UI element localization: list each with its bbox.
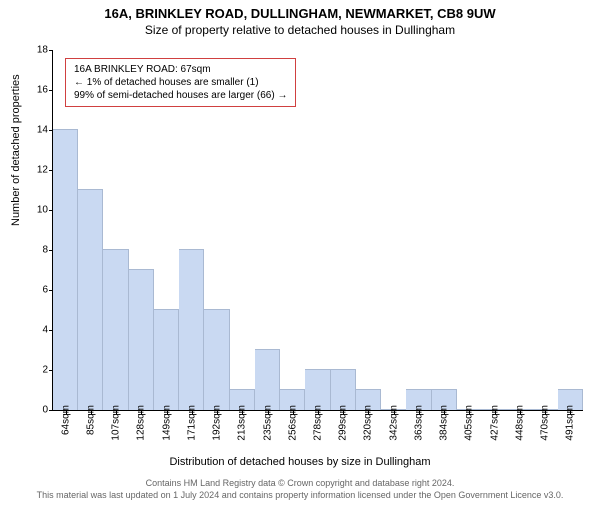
xtick-label: 149sqm <box>161 405 172 441</box>
chart-title: 16A, BRINKLEY ROAD, DULLINGHAM, NEWMARKE… <box>0 6 600 21</box>
xtick-label: 171sqm <box>186 405 197 441</box>
xtick-label: 107sqm <box>111 405 122 441</box>
ytick-label: 14 <box>23 125 48 136</box>
xtick-label: 85sqm <box>85 405 96 435</box>
ytick-label: 12 <box>23 165 48 176</box>
xtick-label: 128sqm <box>136 405 147 441</box>
callout-box: 16A BRINKLEY ROAD: 67sqm ← 1% of detache… <box>65 58 296 107</box>
bar <box>103 249 128 410</box>
xtick-label: 256sqm <box>287 405 298 441</box>
ytick-label: 8 <box>23 245 48 256</box>
bar <box>129 269 154 410</box>
xtick-label: 192sqm <box>212 405 223 441</box>
xtick-label: 299sqm <box>338 405 349 441</box>
callout-line1: 16A BRINKLEY ROAD: 67sqm <box>74 63 287 76</box>
plot-area: 16A BRINKLEY ROAD: 67sqm ← 1% of detache… <box>52 50 583 411</box>
xtick-label: 470sqm <box>540 405 551 441</box>
bar <box>305 369 330 410</box>
footer-line-2: This material was last updated on 1 July… <box>0 490 600 500</box>
bar <box>179 249 204 410</box>
ytick-label: 6 <box>23 285 48 296</box>
xtick-label: 235sqm <box>262 405 273 441</box>
footer-line-1: Contains HM Land Registry data © Crown c… <box>0 478 600 488</box>
chart-subtitle: Size of property relative to detached ho… <box>0 23 600 37</box>
y-axis-label: Number of detached properties <box>10 74 22 226</box>
ytick-mark <box>49 210 53 211</box>
xtick-label: 384sqm <box>439 405 450 441</box>
ytick-label: 10 <box>23 205 48 216</box>
xtick-label: 491sqm <box>565 405 576 441</box>
chart-area: 16A BRINKLEY ROAD: 67sqm ← 1% of detache… <box>52 50 582 410</box>
callout-line3: 99% of semi-detached houses are larger (… <box>74 89 287 102</box>
xtick-label: 448sqm <box>514 405 525 441</box>
ytick-mark <box>49 410 53 411</box>
x-axis-label: Distribution of detached houses by size … <box>0 456 600 468</box>
ytick-mark <box>49 170 53 171</box>
bar <box>255 349 280 410</box>
ytick-mark <box>49 290 53 291</box>
ytick-mark <box>49 370 53 371</box>
ytick-label: 2 <box>23 365 48 376</box>
ytick-mark <box>49 50 53 51</box>
xtick-label: 427sqm <box>489 405 500 441</box>
ytick-label: 16 <box>23 85 48 96</box>
bar <box>78 189 103 410</box>
ytick-label: 0 <box>23 405 48 416</box>
bar <box>204 309 229 410</box>
ytick-mark <box>49 130 53 131</box>
ytick-mark <box>49 330 53 331</box>
callout-line2: ← 1% of detached houses are smaller (1) <box>74 76 287 89</box>
ytick-mark <box>49 90 53 91</box>
bar <box>154 309 179 410</box>
ytick-label: 4 <box>23 325 48 336</box>
chart-container: 16A, BRINKLEY ROAD, DULLINGHAM, NEWMARKE… <box>0 6 600 506</box>
xtick-label: 342sqm <box>388 405 399 441</box>
bar <box>53 129 78 410</box>
xtick-label: 278sqm <box>313 405 324 441</box>
ytick-mark <box>49 250 53 251</box>
xtick-label: 213sqm <box>237 405 248 441</box>
ytick-label: 18 <box>23 45 48 56</box>
xtick-label: 320sqm <box>363 405 374 441</box>
bar <box>331 369 356 410</box>
xtick-label: 405sqm <box>464 405 475 441</box>
xtick-label: 363sqm <box>413 405 424 441</box>
xtick-label: 64sqm <box>60 405 71 435</box>
